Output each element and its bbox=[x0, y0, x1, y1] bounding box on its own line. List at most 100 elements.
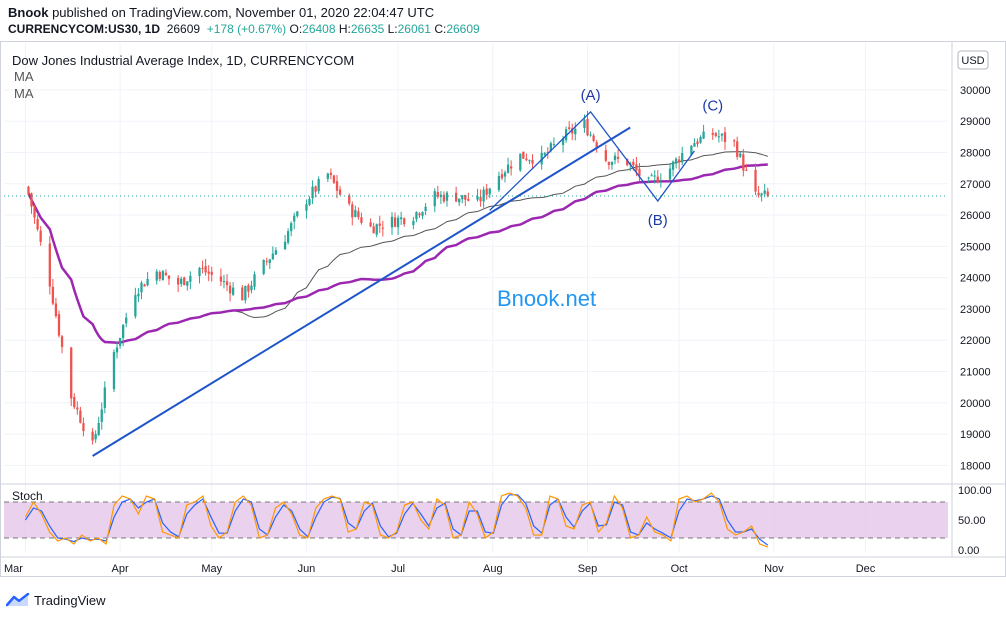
candle-body bbox=[186, 281, 189, 286]
ohlc-low: 26061 bbox=[397, 22, 431, 36]
candle-body bbox=[528, 160, 531, 162]
currency-badge[interactable] bbox=[957, 50, 989, 70]
candle-body bbox=[348, 195, 351, 204]
footer: TradingView bbox=[6, 590, 106, 610]
candle-body bbox=[180, 278, 183, 285]
x-tick-label: May bbox=[201, 563, 222, 575]
wave-label: (B) bbox=[648, 212, 668, 229]
candle-body bbox=[286, 231, 290, 243]
candle-body bbox=[274, 250, 278, 255]
currency-label: USD bbox=[961, 55, 984, 67]
candle-body bbox=[616, 156, 620, 159]
y-tick-label: 25000 bbox=[960, 241, 991, 253]
candle-body bbox=[754, 169, 757, 192]
candle-body bbox=[647, 177, 650, 179]
grid bbox=[4, 43, 948, 553]
candle-body bbox=[699, 137, 702, 143]
candle-body bbox=[210, 271, 213, 275]
candle-body bbox=[351, 204, 354, 218]
candle-body bbox=[146, 278, 149, 286]
stoch-d-line bbox=[24, 492, 769, 548]
candle-body bbox=[271, 253, 274, 260]
legend-ma-slow: MA bbox=[14, 86, 34, 101]
watermark-text: Bnook.net bbox=[497, 286, 596, 311]
candle-body bbox=[360, 217, 363, 223]
candle-body bbox=[659, 179, 662, 182]
candle-body bbox=[583, 119, 586, 128]
candle-body bbox=[412, 220, 415, 226]
wave-label: (C) bbox=[702, 97, 723, 114]
candle-body bbox=[207, 271, 210, 274]
candle-body bbox=[674, 158, 678, 164]
candle-body bbox=[635, 164, 638, 171]
candle-body bbox=[158, 272, 161, 279]
symbol: CURRENCYCOM:US30, 1D bbox=[8, 22, 161, 36]
candle-body bbox=[222, 281, 226, 283]
candle-body bbox=[415, 212, 418, 220]
candle-body bbox=[57, 314, 61, 336]
candle-body bbox=[546, 151, 549, 153]
y-tick-label: 30000 bbox=[960, 85, 991, 97]
stoch-tick-label: 0.00 bbox=[958, 545, 979, 557]
candle-body bbox=[733, 140, 736, 142]
chart-frame[interactable]: (A) (B) (C) Stoch 18000 19000 20000 21000 2200… bbox=[0, 41, 1006, 577]
candle-body bbox=[461, 195, 464, 200]
ohlc-open-label: O: bbox=[289, 22, 303, 36]
ohlc-open: 26408 bbox=[302, 22, 336, 36]
candles bbox=[27, 110, 769, 445]
y-tick-label: 27000 bbox=[960, 179, 991, 191]
candle-body bbox=[586, 118, 589, 136]
x-tick-label: Jun bbox=[298, 563, 316, 575]
y-tick-label: 29000 bbox=[960, 116, 991, 128]
candle-body bbox=[54, 303, 58, 317]
price-chart[interactable]: (A) (B) (C) Stoch 18000 19000 20000 21000 2200… bbox=[0, 41, 1006, 577]
candle-body bbox=[140, 282, 143, 293]
candle-body bbox=[589, 134, 592, 136]
candle-body bbox=[369, 222, 372, 227]
candle-body bbox=[115, 347, 119, 353]
ohlc-high: 26635 bbox=[350, 22, 385, 36]
x-tick-label: Oct bbox=[671, 563, 688, 575]
candle-body bbox=[155, 271, 158, 281]
x-tick-label: Dec bbox=[856, 563, 876, 575]
y-tick-label: 18000 bbox=[960, 460, 991, 472]
candle-body bbox=[283, 241, 287, 250]
tradingview-logo-icon bbox=[6, 593, 30, 607]
candle-body bbox=[678, 159, 681, 163]
candle-body bbox=[436, 192, 439, 197]
candle-body bbox=[711, 132, 714, 135]
candle-body bbox=[467, 198, 470, 201]
candle-body bbox=[656, 176, 659, 183]
candle-body bbox=[549, 143, 552, 151]
candle-body bbox=[268, 259, 271, 264]
candle-body bbox=[189, 275, 192, 282]
candle-body bbox=[39, 230, 42, 242]
candle-body bbox=[571, 128, 574, 134]
candle-body bbox=[296, 211, 299, 217]
candle-body bbox=[632, 161, 635, 166]
candle-body bbox=[433, 191, 436, 207]
x-tick-label: Jul bbox=[391, 563, 405, 575]
candle-body bbox=[51, 286, 55, 304]
candle-body bbox=[531, 159, 534, 164]
x-tick-label: Apr bbox=[112, 563, 129, 575]
ohlc-close-label: C: bbox=[434, 22, 447, 36]
footer-brand: TradingView bbox=[34, 592, 106, 608]
candle-body bbox=[204, 266, 207, 273]
candle-body bbox=[454, 192, 458, 202]
candle-body bbox=[27, 186, 30, 194]
candle-body bbox=[552, 143, 556, 145]
candle-body bbox=[250, 285, 253, 291]
candle-body bbox=[610, 161, 614, 165]
candle-body bbox=[329, 172, 333, 176]
candle-body bbox=[112, 352, 116, 390]
publisher-name: Bnook bbox=[8, 5, 49, 20]
candle-body bbox=[228, 285, 232, 294]
candle-body bbox=[745, 169, 748, 171]
candle-body bbox=[335, 181, 339, 191]
candle-body bbox=[241, 287, 244, 301]
candle-body bbox=[592, 135, 595, 141]
stoch-tick-label: 100.00 bbox=[958, 485, 992, 497]
candle-body bbox=[626, 158, 629, 166]
drawings: (A) (B) (C) bbox=[92, 87, 723, 457]
